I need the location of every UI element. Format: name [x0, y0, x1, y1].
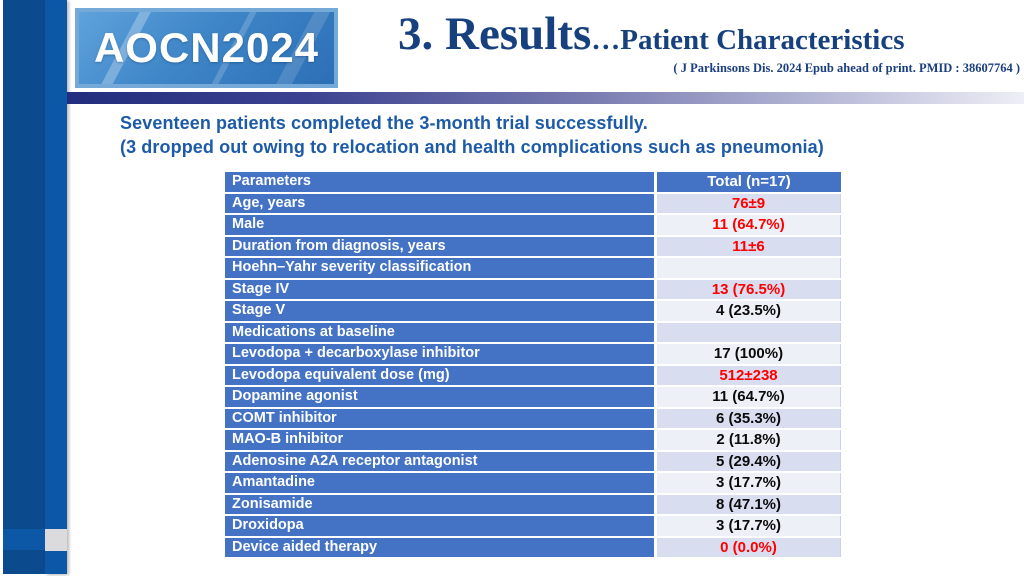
parameter-cell: Hoehn–Yahr severity classification — [225, 258, 654, 278]
table-row: Male 11 (64.7%) — [225, 215, 841, 235]
parameter-cell: Levodopa equivalent dose (mg) — [225, 365, 654, 385]
patient-characteristics-table: Parameters Total (n=17) Age, years 76±9 Ma… — [225, 172, 841, 559]
table-row: Droxidopa 3 (17.7%) — [225, 516, 841, 536]
value-cell: 6 (35.3%) — [657, 408, 841, 428]
table-row: Device aided therapy 0 (0.0%) — [225, 537, 841, 557]
value-cell — [657, 258, 841, 278]
parameter-cell: Duration from diagnosis, years — [225, 236, 654, 256]
parameter-cell: Droxidopa — [225, 516, 654, 536]
value-cell: 11 (64.7%) — [657, 215, 841, 235]
value-cell: 11 (64.7%) — [657, 387, 841, 407]
value-cell: 17 (100%) — [657, 344, 841, 364]
citation: ( J Parkinsons Dis. 2024 Epub ahead of p… — [673, 61, 1020, 76]
intro-line-1: Seventeen patients completed the 3-month… — [120, 113, 648, 133]
parameters-column-header: Parameters — [225, 172, 654, 192]
table-row: Dopamine agonist 11 (64.7%) — [225, 387, 841, 407]
total-column-header: Total (n=17) — [657, 172, 841, 192]
header-gradient-rule — [67, 92, 1024, 104]
value-cell: 4 (23.5%) — [657, 301, 841, 321]
table-row: Adenosine A2A receptor antagonist 5 (29.4… — [225, 451, 841, 471]
title-subtitle: Patient Characteristics — [620, 24, 905, 56]
intro-paragraph: Seventeen patients completed the 3-month… — [120, 112, 824, 159]
parameter-cell: COMT inhibitor — [225, 408, 654, 428]
table-header-row: Parameters Total (n=17) — [225, 172, 841, 192]
value-cell — [657, 322, 841, 342]
value-cell: 2 (11.8%) — [657, 430, 841, 450]
title-ellipsis: … — [591, 24, 621, 56]
table-row: Stage IV 13 (76.5%) — [225, 279, 841, 299]
parameter-cell: Age, years — [225, 193, 654, 213]
parameter-cell: Stage V — [225, 301, 654, 321]
page-title: 3. Results…Patient Characteristics — [398, 4, 1020, 65]
intro-line-2: (3 dropped out owing to relocation and h… — [120, 136, 824, 157]
table-body: Age, years 76±9 Male 11 (64.7%) Duration fro… — [225, 193, 841, 557]
table-row: Duration from diagnosis, years 11±6 — [225, 236, 841, 256]
value-cell: 0 (0.0%) — [657, 537, 841, 557]
accent-square-blue — [3, 529, 45, 550]
value-cell: 13 (76.5%) — [657, 279, 841, 299]
parameter-cell: Device aided therapy — [225, 537, 654, 557]
logo-text: AOCN2024 — [93, 24, 320, 71]
value-cell: 3 (17.7%) — [657, 516, 841, 536]
table-row: Age, years 76±9 — [225, 193, 841, 213]
table-row: COMT inhibitor 6 (35.3%) — [225, 408, 841, 428]
left-accent-bar-medium — [45, 0, 67, 574]
table-row: Zonisamide 8 (47.1%) — [225, 494, 841, 514]
parameter-cell: Zonisamide — [225, 494, 654, 514]
parameter-cell: Adenosine A2A receptor antagonist — [225, 451, 654, 471]
parameter-cell: Stage IV — [225, 279, 654, 299]
left-accent-bar-dark — [3, 0, 45, 574]
table-row: Amantadine 3 (17.7%) — [225, 473, 841, 493]
parameter-cell: Male — [225, 215, 654, 235]
table-row: Medications at baseline — [225, 322, 841, 342]
table-row: Levodopa equivalent dose (mg) 512±238 — [225, 365, 841, 385]
accent-square-gray — [45, 529, 67, 551]
value-cell: 3 (17.7%) — [657, 473, 841, 493]
parameter-cell: Amantadine — [225, 473, 654, 493]
table-row: Levodopa + decarboxylase inhibitor 17 (10… — [225, 344, 841, 364]
aocn2024-logo: AOCN2024 — [75, 8, 338, 88]
table-row: MAO-B inhibitor 2 (11.8%) — [225, 430, 841, 450]
value-cell: 8 (47.1%) — [657, 494, 841, 514]
value-cell: 76±9 — [657, 193, 841, 213]
parameter-cell: Medications at baseline — [225, 322, 654, 342]
parameter-cell: MAO-B inhibitor — [225, 430, 654, 450]
parameter-cell: Levodopa + decarboxylase inhibitor — [225, 344, 654, 364]
title-block: 3. Results…Patient Characteristics ( J P… — [398, 4, 1020, 76]
value-cell: 5 (29.4%) — [657, 451, 841, 471]
parameter-cell: Dopamine agonist — [225, 387, 654, 407]
table-row: Hoehn–Yahr severity classification — [225, 258, 841, 278]
value-cell: 512±238 — [657, 365, 841, 385]
value-cell: 11±6 — [657, 236, 841, 256]
title-main: 3. Results — [398, 8, 592, 60]
